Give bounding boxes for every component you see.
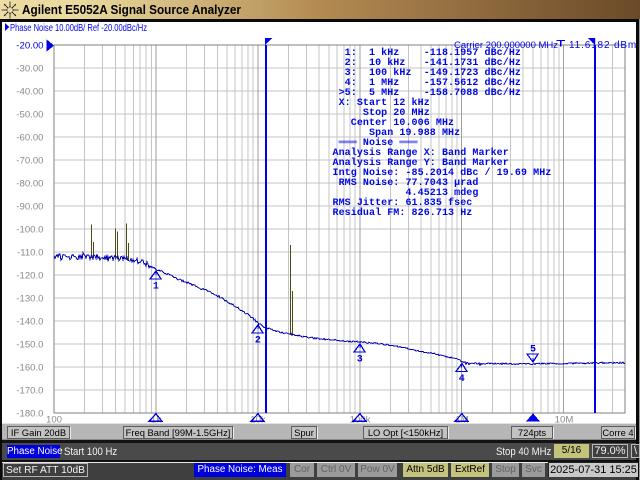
svg-text:3: 3	[357, 355, 363, 366]
svg-text:-110.0: -110.0	[17, 247, 44, 258]
svg-text:-40.00: -40.00	[16, 86, 43, 97]
svg-text:-170.0: -170.0	[16, 385, 43, 396]
svg-text:100k: 100k	[350, 415, 371, 426]
svg-text:-60.00: -60.00	[16, 132, 43, 143]
svg-text:10M: 10M	[555, 415, 574, 426]
svg-text:-70.00: -70.00	[16, 155, 43, 166]
svg-text:1k: 1k	[151, 415, 161, 426]
svg-text:100: 100	[46, 415, 62, 426]
svg-text:-80.00: -80.00	[16, 178, 43, 189]
svg-text:-130.0: -130.0	[16, 293, 43, 304]
svg-text:-160.0: -160.0	[16, 362, 43, 373]
svg-text:-30.00: -30.00	[16, 63, 43, 74]
svg-text:-90.00: -90.00	[16, 201, 43, 212]
svg-text:4: 4	[459, 374, 465, 385]
svg-text:-100.0: -100.0	[16, 224, 43, 235]
svg-text:-50.00: -50.00	[16, 109, 43, 120]
svg-text:10k: 10k	[250, 415, 266, 426]
svg-text:1M: 1M	[455, 415, 468, 426]
svg-text:-20.00: -20.00	[16, 40, 43, 51]
svg-text:5: 5	[530, 345, 536, 356]
svg-text:-120.0: -120.0	[16, 270, 43, 281]
svg-text:2: 2	[255, 336, 261, 347]
svg-text:-140.0: -140.0	[16, 316, 43, 327]
svg-text:1: 1	[153, 282, 159, 293]
svg-text:-150.0: -150.0	[16, 339, 43, 350]
svg-text:-180.0: -180.0	[16, 408, 43, 419]
